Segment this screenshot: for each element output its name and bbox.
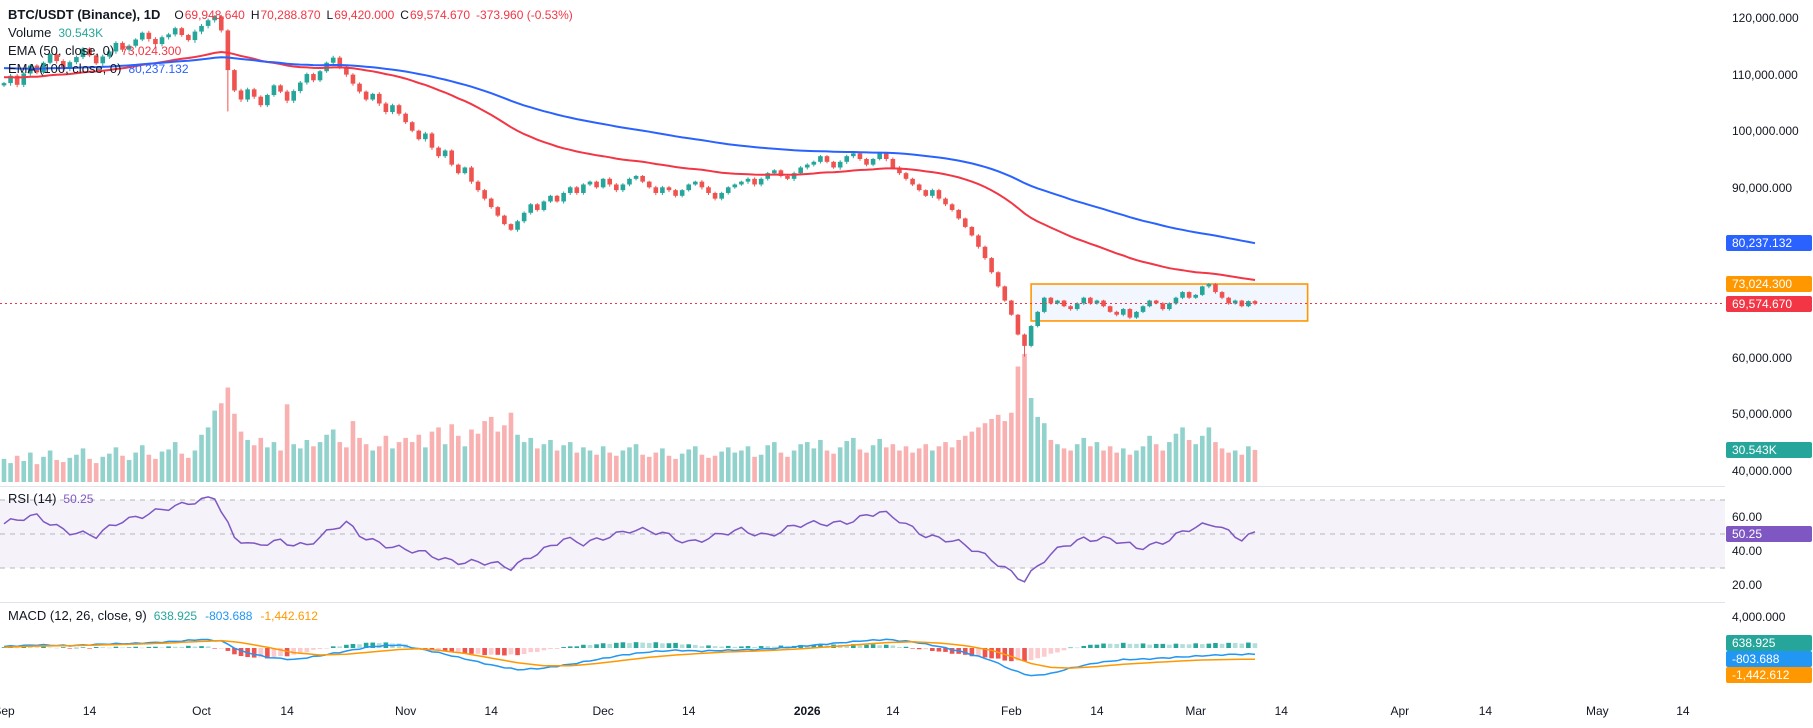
price-axis[interactable]: 120,000.000 110,000.000 100,000.000 90,000.…: [1725, 0, 1813, 696]
ema50-legend: EMA (50, close, 0) 73,024.300: [8, 42, 181, 60]
macd-indicator-title[interactable]: MACD (12, 26, close, 9): [8, 608, 147, 623]
rsi-tick: 40.00: [1732, 544, 1763, 558]
time-tick: 14: [1676, 704, 1690, 718]
time-tick: Apr: [1390, 704, 1410, 718]
rsi-legend: RSI (14) 50.25: [8, 490, 93, 508]
close-label: C: [400, 8, 409, 22]
price-tick: 120,000.000: [1732, 11, 1799, 25]
macd-hist-value: 638.925: [153, 609, 198, 623]
ema100-value: 80,237.132: [128, 62, 189, 76]
time-tick: 2026: [793, 704, 821, 718]
price-tick: 60,000.000: [1732, 350, 1793, 365]
volume-indicator-title[interactable]: Volume: [8, 25, 52, 40]
time-tick: Oct: [192, 704, 211, 718]
time-tick: 14: [280, 704, 294, 718]
time-tick: 14: [1274, 704, 1288, 718]
low-value: 69,420.000: [334, 8, 395, 22]
rsi-indicator-title[interactable]: RSI (14): [8, 491, 57, 506]
ema100-legend: EMA (100, close, 0) 80,237.132: [8, 60, 189, 78]
time-tick: Dec: [592, 704, 614, 718]
volume-value: 30.543K: [58, 26, 104, 40]
rsi-tick: 60.00: [1732, 510, 1763, 524]
close-value: 69,574.670: [409, 8, 471, 22]
macd-legend: MACD (12, 26, close, 9) 638.925 -803.688 -1…: [8, 607, 318, 625]
time-tick: Mar: [1185, 704, 1207, 718]
ema50-indicator-title[interactable]: EMA (50, close, 0): [8, 43, 115, 58]
time-axis[interactable]: Sep 14 Oct 14 Nov 14 Dec 14 2026 14 Feb 14 Mar 14 Apr 1…: [0, 696, 1813, 728]
open-label: O: [174, 8, 184, 22]
rsi-badge: 50.25: [1726, 525, 1812, 542]
price-tick: 110,000.000: [1732, 67, 1798, 82]
time-tick: Feb: [1001, 704, 1022, 718]
time-tick: Sep: [0, 704, 15, 718]
ema50-value: 73,024.300: [121, 44, 182, 58]
time-tick: 14: [82, 704, 97, 718]
macd-signal-badge: -1,442.612: [1726, 667, 1812, 684]
volume-legend: Volume 30.543K: [8, 24, 103, 42]
last-price-badge: 69,574.670: [1726, 295, 1812, 312]
symbol-legend: BTC/USDT (Binance), 1D O69,948.640 H70,288…: [8, 6, 573, 24]
low-label: L: [326, 8, 334, 22]
price-tick: 100,000.000: [1732, 124, 1799, 139]
time-tick: May: [1585, 704, 1609, 718]
ema100-indicator-title[interactable]: EMA (100, close, 0): [8, 61, 122, 76]
time-tick: 14: [1478, 704, 1493, 718]
time-tick: 14: [886, 704, 900, 718]
time-tick: Nov: [394, 704, 417, 718]
time-tick: 14: [484, 704, 498, 718]
volume-badge: 30.543K: [1726, 441, 1812, 458]
high-label: H: [250, 8, 260, 22]
price-tick: 50,000.000: [1732, 407, 1793, 422]
rsi-tick: 20.00: [1732, 578, 1763, 592]
high-value: 70,288.870: [260, 8, 321, 22]
price-tick: 40,000.000: [1732, 464, 1793, 478]
symbol-title[interactable]: BTC/USDT (Binance), 1D: [8, 7, 161, 22]
macd-tick: 4,000.000: [1732, 610, 1786, 624]
change-value: -373.960 (-0.53%): [476, 8, 573, 22]
time-tick: 14: [1090, 704, 1104, 718]
price-tick: 90,000.000: [1732, 180, 1793, 195]
ema100-badge: 80,237.132: [1726, 235, 1812, 252]
macd-line-value: -803.688: [205, 609, 253, 623]
macd-hist-badge: 638.925: [1726, 635, 1812, 652]
rsi-value: 50.25: [63, 492, 94, 506]
macd-line-badge: -803.688: [1726, 651, 1812, 668]
ema50-badge: 73,024.300: [1726, 275, 1812, 292]
time-tick: 14: [682, 704, 696, 718]
macd-signal-value: -1,442.612: [260, 609, 318, 623]
open-value: 69,948.640: [184, 8, 245, 22]
